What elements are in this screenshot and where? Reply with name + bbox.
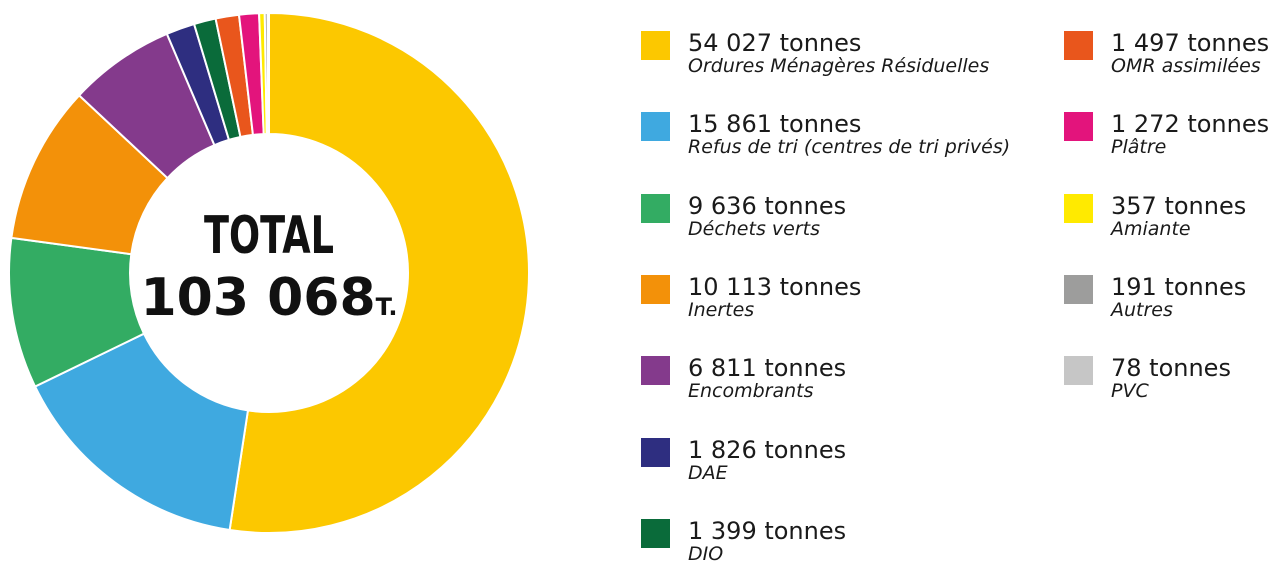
legend-swatch [641, 437, 670, 467]
donut-slices [8, 11, 530, 534]
legend-value: 1 399 tonnes [688, 516, 847, 545]
donut-slice-12 [266, 11, 270, 136]
legend-label: DIO [688, 542, 724, 565]
legend-label: PVC [1111, 380, 1149, 403]
legend-value: 1 497 tonnes [1111, 29, 1270, 57]
legend-swatch [641, 356, 670, 386]
legend-value: 10 113 tonnes [688, 272, 862, 301]
donut-chart: TOTAL 103 068T. [8, 11, 530, 534]
legend-label: Déchets verts [688, 217, 820, 240]
legend-value: 191 tonnes [1111, 272, 1247, 301]
legend-swatch [641, 112, 670, 142]
legend-swatch [641, 31, 670, 60]
legend-value: 1 826 tonnes [688, 435, 847, 464]
legend-swatch [1064, 31, 1093, 60]
total-unit: T. [376, 293, 398, 321]
legend-value: 1 272 tonnes [1111, 110, 1270, 139]
legend-value: 357 tonnes [1111, 191, 1247, 220]
legend-label: Encombrants [688, 380, 814, 403]
legend-label: Amiante [1111, 217, 1191, 240]
legend-label: Autres [1111, 298, 1173, 321]
total-label: TOTAL [204, 206, 334, 266]
legend-value: 78 tonnes [1111, 354, 1231, 383]
total-value-text: 103 068T. [140, 268, 397, 328]
legend-label: DAE [688, 461, 728, 484]
legend-value: 9 636 tonnes [688, 191, 847, 220]
legend-label: Refus de tri (centres de tri privés) [688, 136, 1011, 159]
legend-swatch [1064, 112, 1093, 142]
total-value: 103 068 [140, 268, 375, 328]
legend-value: 54 027 tonnes [688, 29, 862, 57]
legend-swatch [641, 193, 670, 223]
legend-swatch [641, 274, 670, 304]
donut-slice-1 [228, 11, 530, 534]
legend-swatch [1064, 193, 1093, 223]
legend-swatch [641, 518, 670, 548]
legend-swatch [1064, 356, 1093, 386]
legend-value: 15 861 tonnes [688, 110, 862, 139]
legend-label: OMR assimilées [1111, 55, 1261, 77]
legend-value: 6 811 tonnes [688, 354, 847, 383]
legend-swatch [1064, 274, 1093, 304]
legend-label: Inertes [688, 298, 755, 321]
legend-label: Ordures Ménagères Résiduelles [688, 55, 990, 77]
donut-slice-2 [33, 332, 250, 532]
legend-label: Plâtre [1111, 136, 1167, 159]
